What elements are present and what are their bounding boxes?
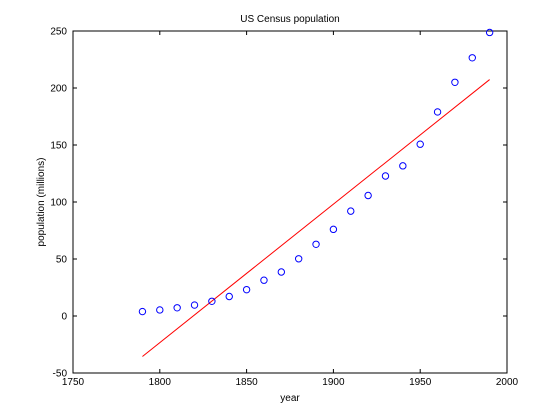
x-tick-label: 1750 bbox=[62, 377, 85, 388]
data-point bbox=[364, 191, 372, 200]
data-point bbox=[485, 28, 494, 37]
data-point bbox=[468, 54, 476, 62]
data-point bbox=[433, 108, 442, 116]
y-tick-label: 100 bbox=[50, 198, 67, 209]
data-point bbox=[225, 292, 233, 301]
x-tick-label: 1900 bbox=[322, 377, 345, 388]
axes-box bbox=[72, 30, 508, 374]
data-point bbox=[156, 306, 164, 314]
data-point bbox=[208, 297, 216, 305]
x-axis-label: year bbox=[280, 393, 300, 404]
y-axis-ticks: -50 0 50 100 150 200 250 bbox=[50, 27, 507, 380]
data-point bbox=[399, 162, 407, 170]
data-point bbox=[242, 285, 251, 294]
fit-line bbox=[142, 79, 490, 357]
y-tick-label: 200 bbox=[50, 84, 67, 95]
data-points-series bbox=[138, 28, 494, 316]
data-point bbox=[381, 172, 390, 180]
data-point bbox=[260, 276, 268, 284]
y-tick-label: 0 bbox=[61, 312, 67, 323]
y-tick-label: 150 bbox=[50, 141, 67, 152]
data-point bbox=[329, 225, 338, 234]
x-axis-ticks: 1750 1800 1850 1900 1950 2000 bbox=[62, 31, 519, 388]
data-point bbox=[347, 207, 355, 215]
x-tick-label: 1950 bbox=[409, 377, 432, 388]
y-axis-label: population (millions) bbox=[36, 158, 47, 247]
x-tick-label: 2000 bbox=[496, 377, 519, 388]
y-tick-label: 250 bbox=[50, 27, 67, 38]
y-tick-label: -50 bbox=[53, 369, 68, 380]
data-point bbox=[451, 78, 459, 87]
chart-title: US Census population bbox=[240, 14, 340, 25]
plot-area: 1750 1800 1850 1900 1950 2000 -50 0 50 100 150 200… bbox=[50, 27, 518, 389]
data-point bbox=[277, 268, 286, 276]
data-point bbox=[312, 240, 320, 248]
x-tick-label: 1800 bbox=[149, 377, 172, 388]
data-point bbox=[416, 140, 424, 148]
fit-line-series bbox=[142, 79, 490, 357]
y-tick-label: 50 bbox=[56, 255, 68, 266]
data-point bbox=[294, 255, 303, 263]
data-point bbox=[190, 301, 199, 309]
data-point bbox=[138, 307, 147, 316]
x-tick-label: 1850 bbox=[235, 377, 258, 388]
data-point bbox=[173, 304, 181, 312]
